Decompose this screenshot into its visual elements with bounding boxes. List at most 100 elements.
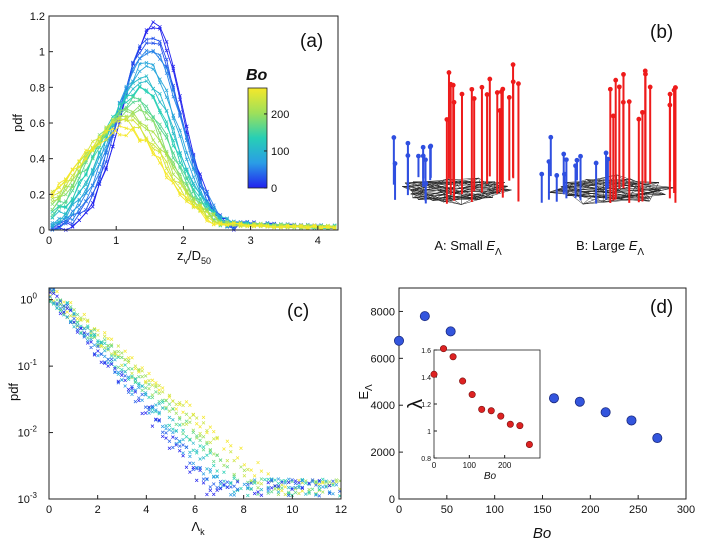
pdf-marker [164, 40, 169, 44]
pillar-top [561, 151, 567, 157]
network-edge [411, 177, 479, 191]
pdf-marker [273, 478, 277, 482]
lambda-point [525, 440, 533, 448]
pdf-marker [97, 179, 102, 184]
pdf-marker [171, 180, 176, 185]
pdf-marker [171, 131, 176, 136]
pdf-marker [140, 392, 144, 397]
pdf-marker [113, 366, 117, 371]
pdf-marker [201, 456, 206, 460]
pdf-marker [229, 493, 233, 497]
pdf-marker [178, 114, 182, 118]
pdf-marker [109, 354, 114, 358]
pdf-marker [164, 436, 168, 440]
pillar-top [621, 72, 626, 77]
pdf-marker [314, 493, 318, 497]
pillar-top [539, 171, 545, 177]
pdf-marker [151, 149, 156, 154]
pdf-marker [164, 88, 169, 93]
pdf-marker [263, 477, 267, 482]
pdf-marker [167, 415, 172, 420]
pillar-top [494, 90, 500, 95]
pdf-marker [188, 454, 192, 459]
panel-a-ytick-label: 1 [39, 47, 45, 59]
panel-d-xtick-label: 0 [396, 504, 402, 516]
pdf-marker [235, 479, 240, 484]
pdf-marker [225, 439, 230, 444]
pdf-marker [215, 453, 219, 458]
pillar-top [420, 144, 426, 150]
pdf-marker [116, 354, 121, 358]
pdf-marker [111, 144, 115, 149]
pdf-marker [143, 386, 148, 390]
pdf-marker [63, 205, 68, 210]
pdf-marker [133, 380, 138, 385]
pdf-marker [90, 139, 95, 144]
pdf-marker [225, 464, 230, 469]
pdf-marker [279, 225, 283, 229]
pdf-marker [167, 393, 172, 398]
pdf-marker [57, 205, 61, 210]
pdf-marker [75, 320, 80, 324]
pillar-top [392, 161, 398, 166]
pdf-marker [211, 211, 216, 216]
pdf-marker [314, 483, 318, 487]
pdf-marker [266, 485, 270, 490]
pdf-marker [147, 371, 151, 376]
pdf-marker [178, 153, 182, 158]
pdf-marker [191, 197, 196, 202]
pdf-marker [82, 317, 87, 321]
pillar-top [546, 159, 552, 165]
pdf-marker [124, 133, 129, 138]
pillar-top [420, 153, 426, 159]
pdf-marker [117, 109, 122, 114]
pdf-marker [90, 172, 95, 177]
pdf-marker [177, 444, 182, 448]
pdf-marker [191, 465, 196, 470]
panel-d-ytick-label: 6000 [371, 353, 395, 365]
pdf-marker [92, 327, 97, 332]
pdf-marker [96, 340, 100, 345]
pdf-marker [70, 222, 75, 226]
pdf-marker [211, 492, 216, 497]
pdf-marker [211, 222, 216, 226]
pdf-marker [150, 378, 155, 383]
pdf-marker [310, 487, 315, 491]
panel-d-ytick-label: 8000 [371, 306, 395, 318]
pdf-marker [70, 188, 75, 193]
inset-ytick-label: 0.8 [421, 456, 431, 463]
pdf-marker [131, 61, 135, 65]
pillar-top [427, 144, 433, 150]
pdf-marker [137, 81, 142, 86]
pdf-marker [123, 378, 127, 383]
panel-c-ticks: 0 2 4 6 8 10 12 100 10-1 10-2 10-3 [18, 292, 348, 516]
pdf-marker [62, 313, 66, 317]
pdf-marker [143, 374, 148, 378]
pdf-marker [147, 408, 151, 412]
pdf-marker [327, 483, 332, 487]
pdf-marker [144, 124, 149, 129]
pdf-marker [229, 480, 233, 485]
panel-a-xlabel: zv/D50 [177, 248, 211, 266]
pdf-marker [269, 478, 274, 482]
pdf-marker [211, 206, 216, 211]
pdf-marker [194, 434, 199, 438]
pdf-marker [194, 465, 199, 470]
pdf-marker [225, 216, 229, 221]
pdf-marker [82, 326, 87, 330]
pdf-marker [283, 485, 288, 489]
lambda-point [478, 405, 486, 413]
panel-a-ytick-label: 0.4 [30, 154, 45, 166]
pdf-marker [158, 91, 162, 96]
pdf-marker [201, 415, 206, 420]
pdf-marker [229, 481, 233, 486]
pdf-marker [235, 456, 240, 460]
pdf-marker [184, 400, 189, 404]
pdf-marker [126, 375, 131, 380]
pdf-marker [188, 450, 192, 455]
pdf-marker [90, 201, 95, 205]
pdf-marker [72, 311, 76, 316]
pdf-marker [144, 37, 149, 42]
pdf-marker [249, 486, 253, 491]
